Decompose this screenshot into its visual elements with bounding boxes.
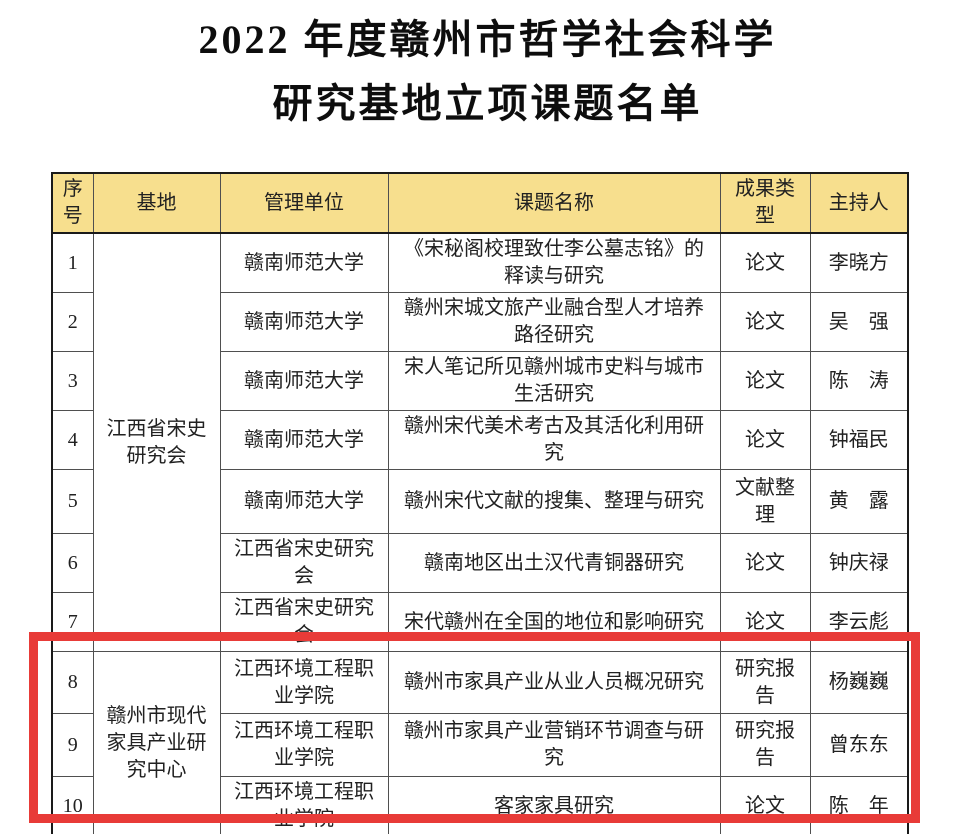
seq-cell: 4 <box>51 410 94 470</box>
table-row: 6 江西省宋史研究会 赣南地区出土汉代青铜器研究 论文 钟庆禄 <box>51 533 909 593</box>
base-cell-merged: 江西省宋史研究会 <box>92 232 221 652</box>
unit-cell: 赣南师范大学 <box>219 469 389 534</box>
leader-cell: 李云彪 <box>809 592 909 652</box>
table-row: 2 赣南师范大学 赣州宋城文旅产业融合型人才培养路径研究 论文 吴 强 <box>51 292 909 352</box>
column-header-unit: 管理单位 <box>219 172 389 234</box>
leader-cell: 李晓方 <box>809 232 909 293</box>
unit-cell: 江西环境工程职业学院 <box>219 651 389 714</box>
seq-cell: 10 <box>51 776 94 834</box>
base-cell-merged: 赣州市现代家具产业研究中心 <box>92 651 221 834</box>
type-cell: 论文 <box>719 292 811 352</box>
table-header-row: 序号 基地 管理单位 课题名称 成果类型 主持人 <box>51 172 909 234</box>
leader-cell: 曾东东 <box>809 713 909 777</box>
topic-cell: 赣州宋代文献的搜集、整理与研究 <box>387 469 721 534</box>
column-header-base: 基地 <box>92 172 221 234</box>
topic-cell: 宋代赣州在全国的地位和影响研究 <box>387 592 721 652</box>
unit-cell: 江西省宋史研究会 <box>219 592 389 652</box>
topic-cell: 《宋秘阁校理致仕李公墓志铭》的释读与研究 <box>387 232 721 293</box>
table-row-highlighted: 8 赣州市现代家具产业研究中心 江西环境工程职业学院 赣州市家具产业从业人员概况… <box>51 651 909 834</box>
unit-cell: 赣南师范大学 <box>219 292 389 352</box>
topic-cell: 客家家具研究 <box>387 776 721 834</box>
leader-cell: 杨巍巍 <box>809 651 909 714</box>
column-header-no: 序号 <box>51 172 94 234</box>
seq-cell: 8 <box>51 651 94 714</box>
leader-cell: 吴 强 <box>809 292 909 352</box>
topic-cell: 赣州市家具产业营销环节调查与研究 <box>387 713 721 777</box>
leader-cell: 钟庆禄 <box>809 533 909 593</box>
document-title-line-1: 2022 年度赣州市哲学社会科学 <box>198 17 777 62</box>
seq-cell: 5 <box>51 469 94 534</box>
table-row: 1 江西省宋史研究会 赣南师范大学 《宋秘阁校理致仕李公墓志铭》的释读与研究 论… <box>51 232 909 652</box>
seq-cell: 1 <box>51 232 94 293</box>
leader-cell: 陈 年 <box>809 776 909 834</box>
topic-cell: 赣州宋代美术考古及其活化利用研究 <box>387 410 721 470</box>
table-row-highlighted: 9 江西环境工程职业学院 赣州市家具产业营销环节调查与研究 研究报告 曾东东 <box>51 713 909 777</box>
type-cell: 论文 <box>719 351 811 411</box>
topic-cell: 宋人笔记所见赣州城市史料与城市生活研究 <box>387 351 721 411</box>
type-cell: 论文 <box>719 776 811 834</box>
document-title-line-2: 研究基地立项课题名单 <box>272 81 703 126</box>
leader-cell: 黄 露 <box>809 469 909 534</box>
column-header-topic: 课题名称 <box>387 172 721 234</box>
type-cell: 论文 <box>719 410 811 470</box>
document-title: 2022 年度赣州市哲学社会科学 研究基地立项课题名单 <box>0 8 975 136</box>
leader-cell: 钟福民 <box>809 410 909 470</box>
topic-cell: 赣州宋城文旅产业融合型人才培养路径研究 <box>387 292 721 352</box>
unit-cell: 赣南师范大学 <box>219 410 389 470</box>
type-cell: 论文 <box>719 592 811 652</box>
seq-cell: 3 <box>51 351 94 411</box>
table-row-highlighted: 10 江西环境工程职业学院 客家家具研究 论文 陈 年 <box>51 776 909 834</box>
table-row: 4 赣南师范大学 赣州宋代美术考古及其活化利用研究 论文 钟福民 <box>51 410 909 470</box>
unit-cell: 江西环境工程职业学院 <box>219 776 389 834</box>
unit-cell: 江西省宋史研究会 <box>219 533 389 593</box>
seq-cell: 9 <box>51 713 94 777</box>
type-cell: 文献整理 <box>719 469 811 534</box>
type-cell: 论文 <box>719 232 811 293</box>
leader-cell: 陈 涛 <box>809 351 909 411</box>
topic-cell: 赣州市家具产业从业人员概况研究 <box>387 651 721 714</box>
seq-cell: 2 <box>51 292 94 352</box>
seq-cell: 6 <box>51 533 94 593</box>
column-header-type: 成果类型 <box>719 172 811 234</box>
type-cell: 论文 <box>719 533 811 593</box>
unit-cell: 赣南师范大学 <box>219 232 389 293</box>
table-row: 3 赣南师范大学 宋人笔记所见赣州城市史料与城市生活研究 论文 陈 涛 <box>51 351 909 411</box>
unit-cell: 江西环境工程职业学院 <box>219 713 389 777</box>
unit-cell: 赣南师范大学 <box>219 351 389 411</box>
projects-table: 序号 基地 管理单位 课题名称 成果类型 主持人 1 江西省宋史研究会 赣南师范… <box>51 172 909 834</box>
type-cell: 研究报告 <box>719 651 811 714</box>
column-header-leader: 主持人 <box>809 172 909 234</box>
seq-cell: 7 <box>51 592 94 652</box>
type-cell: 研究报告 <box>719 713 811 777</box>
topic-cell: 赣南地区出土汉代青铜器研究 <box>387 533 721 593</box>
table-row: 7 江西省宋史研究会 宋代赣州在全国的地位和影响研究 论文 李云彪 <box>51 592 909 652</box>
table-row: 5 赣南师范大学 赣州宋代文献的搜集、整理与研究 文献整理 黄 露 <box>51 469 909 534</box>
